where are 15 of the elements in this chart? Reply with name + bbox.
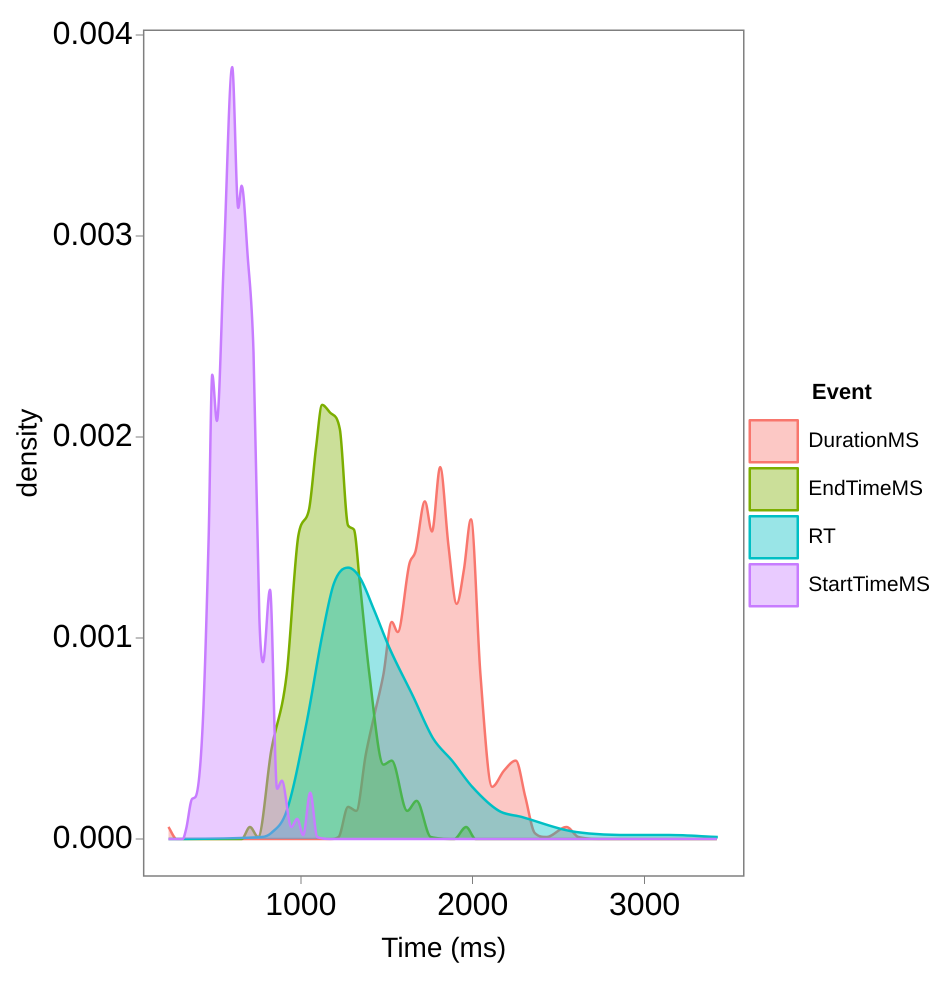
x-tick-label: 1000 bbox=[265, 886, 336, 922]
y-tick-label: 0.003 bbox=[52, 216, 133, 252]
y-tick-label: 0.004 bbox=[52, 14, 133, 51]
y-axis-title: density bbox=[12, 408, 43, 498]
legend-label: EndTimeMS bbox=[808, 476, 924, 500]
x-axis-title: Time (ms) bbox=[381, 932, 506, 963]
y-tick-label: 0.001 bbox=[52, 618, 133, 654]
x-tick-label: 3000 bbox=[608, 886, 680, 922]
y-tick-label: 0.000 bbox=[52, 818, 133, 855]
y-tick-label: 0.002 bbox=[52, 416, 133, 453]
legend-label: DurationMS bbox=[808, 428, 920, 452]
legend-title: Event bbox=[812, 378, 873, 404]
legend-label: RT bbox=[808, 524, 836, 548]
legend-label: StartTimeMS bbox=[808, 572, 930, 596]
x-tick-label: 2000 bbox=[437, 886, 508, 922]
